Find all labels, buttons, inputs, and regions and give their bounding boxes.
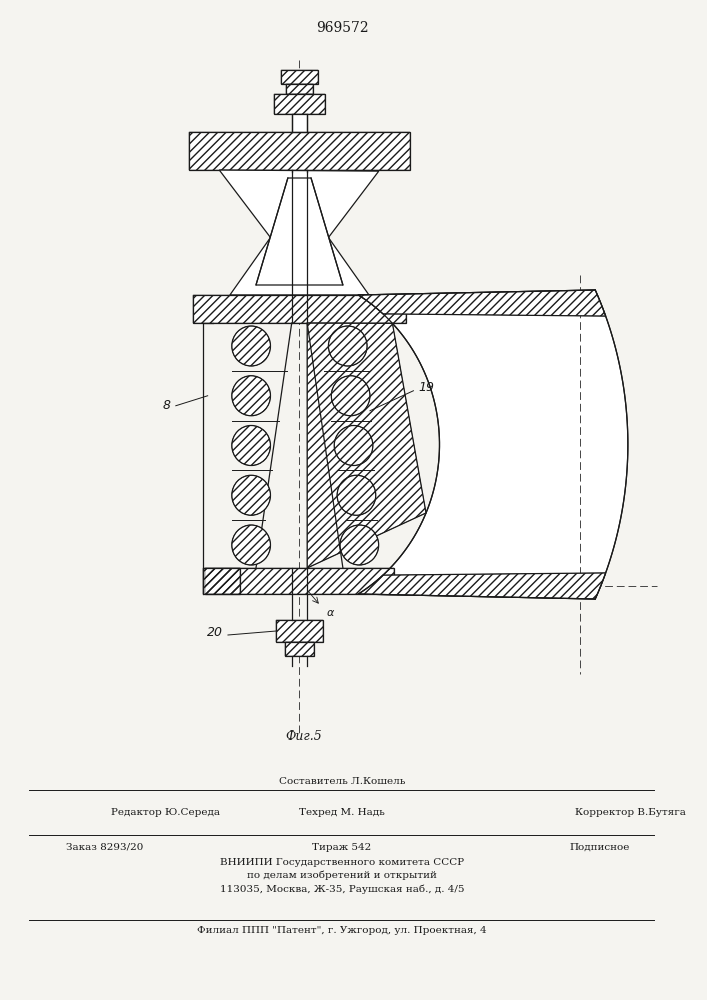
Text: 113035, Москва, Ж-35, Раушская наб., д. 4/5: 113035, Москва, Ж-35, Раушская наб., д. … [220, 884, 464, 894]
Bar [203, 568, 240, 594]
Bar [274, 94, 325, 114]
Bar [189, 132, 409, 170]
Bar [274, 94, 325, 114]
Bar [285, 642, 314, 656]
Polygon shape [358, 290, 628, 599]
Text: 8: 8 [163, 399, 171, 412]
Circle shape [334, 426, 373, 466]
Text: по делам изобретений и открытий: по делам изобретений и открытий [247, 871, 437, 880]
Polygon shape [307, 323, 426, 568]
Bar [205, 568, 394, 594]
Bar [285, 642, 314, 656]
Polygon shape [219, 170, 379, 295]
Text: Редактор Ю.Середа: Редактор Ю.Середа [111, 808, 220, 817]
Text: 20: 20 [207, 626, 223, 640]
Bar [276, 620, 322, 642]
Circle shape [337, 475, 375, 515]
Text: ВНИИПИ Государственного комитета СССР: ВНИИПИ Государственного комитета СССР [220, 858, 464, 867]
Text: Филиал ППП "Патент", г. Ужгород, ул. Проектная, 4: Филиал ППП "Патент", г. Ужгород, ул. Про… [197, 926, 486, 935]
Bar [292, 114, 307, 132]
Bar [193, 295, 406, 323]
Polygon shape [256, 178, 343, 285]
Bar [205, 568, 394, 594]
Text: 19: 19 [419, 381, 434, 394]
Text: Тираж 542: Тираж 542 [312, 843, 372, 852]
Text: 969572: 969572 [315, 21, 368, 35]
Text: α: α [327, 608, 334, 618]
Bar [276, 620, 322, 642]
Polygon shape [358, 290, 606, 316]
Bar [286, 84, 313, 94]
Text: Подписное: Подписное [570, 843, 630, 852]
Text: Корректор В.Бутяга: Корректор В.Бутяга [575, 808, 686, 817]
Bar [203, 568, 240, 594]
Circle shape [232, 475, 271, 515]
Text: Составитель Л.Кошель: Составитель Л.Кошель [279, 777, 405, 786]
Text: Техред М. Надь: Техред М. Надь [299, 808, 385, 817]
Bar [189, 132, 409, 170]
Text: Заказ 8293/20: Заказ 8293/20 [66, 843, 143, 852]
Bar [286, 84, 313, 94]
Circle shape [232, 426, 271, 466]
Circle shape [340, 525, 379, 565]
Circle shape [232, 525, 271, 565]
Circle shape [232, 376, 271, 416]
Polygon shape [358, 573, 606, 599]
Bar [281, 70, 318, 84]
Bar [193, 295, 406, 323]
Text: Фиг.5: Фиг.5 [285, 730, 322, 743]
Circle shape [332, 376, 370, 416]
Circle shape [232, 326, 271, 366]
Bar [281, 70, 318, 84]
Circle shape [329, 326, 367, 366]
